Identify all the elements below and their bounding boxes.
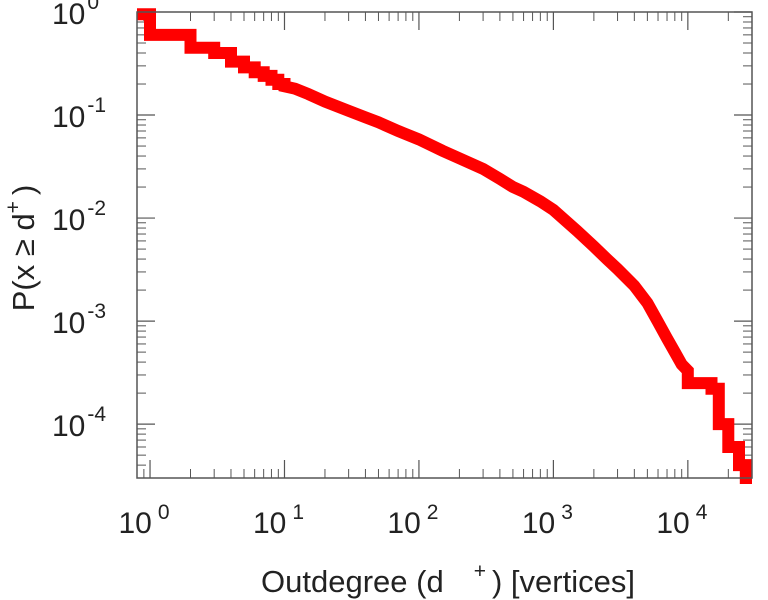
x-tick-label: 10 4 — [656, 501, 707, 540]
minor-ticks — [136, 12, 753, 479]
x-tick-label: 10 1 — [253, 501, 304, 540]
x-tick-label: 10 0 — [118, 501, 169, 540]
series-layer — [137, 8, 752, 484]
y-axis-label: P(x ≥ d+) — [2, 185, 41, 312]
major-ticks — [137, 11, 752, 478]
y-tick-label: 10-4 — [52, 403, 106, 443]
y-tick-label: 100 — [52, 0, 99, 31]
x-tick-label: 10 2 — [387, 501, 438, 540]
y-tick-label: 10-3 — [52, 300, 106, 340]
x-tick-labels: 10 0 10 1 10 2 10 3 10 4 — [118, 501, 707, 540]
y-tick-label: 10-1 — [52, 94, 106, 134]
x-tick-label: 10 3 — [522, 501, 573, 540]
x-axis-label: Outdegree (d +) [vertices] — [261, 560, 635, 599]
y-tick-label: 10-2 — [52, 197, 106, 237]
y-tick-labels: 100 10-1 10-2 10-3 10-4 — [52, 0, 106, 443]
ccdf-series-line — [137, 8, 752, 484]
plot-frame — [136, 11, 753, 479]
